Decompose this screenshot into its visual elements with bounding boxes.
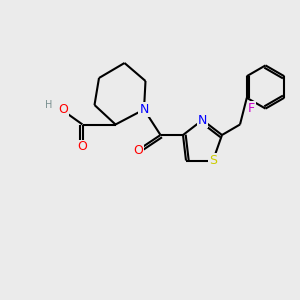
Text: S: S [209,154,217,167]
Text: H: H [45,100,52,110]
Text: F: F [248,102,255,115]
Text: N: N [139,103,149,116]
Text: O: O [133,143,143,157]
Text: N: N [198,113,207,127]
Text: O: O [58,103,68,116]
Text: O: O [78,140,87,154]
